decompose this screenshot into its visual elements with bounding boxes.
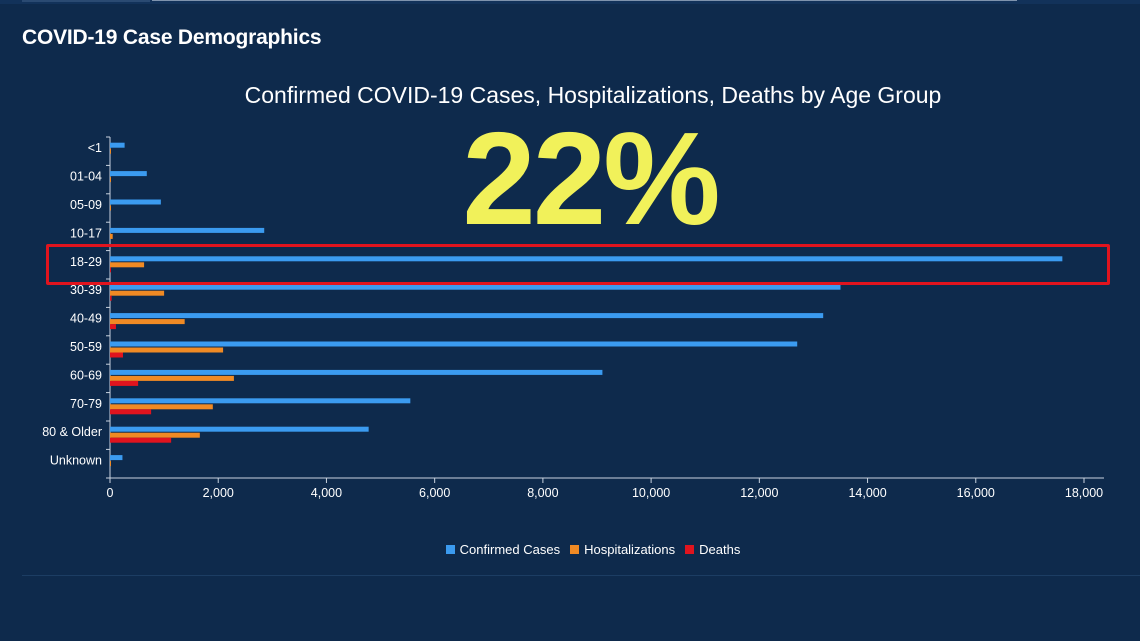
x-tick-label: 18,000 bbox=[1065, 486, 1103, 500]
bar-hospitalizations-unknown bbox=[110, 461, 111, 467]
y-tick-label: 18-29 bbox=[70, 255, 102, 269]
y-tick-label: 80 & Older bbox=[42, 425, 102, 439]
y-tick-label: 60-69 bbox=[70, 368, 102, 382]
legend-item-hospitalizations[interactable]: Hospitalizations bbox=[570, 542, 675, 557]
y-tick-label: 01-04 bbox=[70, 170, 102, 184]
bar-deaths-60-69 bbox=[110, 380, 139, 386]
legend-swatch-confirmed bbox=[445, 545, 455, 554]
chart-legend: Confirmed Cases Hospitalizations Deaths bbox=[0, 542, 1140, 557]
bar-hospitalizations-60-69 bbox=[110, 375, 234, 381]
highlight-percentage: 22% bbox=[462, 105, 720, 252]
bar-confirmed-cases-05-09 bbox=[110, 199, 161, 205]
x-tick-label: 10,000 bbox=[632, 486, 670, 500]
x-tick-label: 0 bbox=[107, 486, 114, 500]
bar-hospitalizations-30-39 bbox=[110, 290, 165, 296]
bar-confirmed-cases-01-04 bbox=[110, 171, 147, 177]
top-tab-indicator bbox=[22, 0, 150, 2]
bar-confirmed-cases-80-older bbox=[110, 426, 369, 432]
legend-swatch-deaths bbox=[685, 545, 695, 554]
x-tick-label: 16,000 bbox=[957, 486, 995, 500]
bar-deaths-80-older bbox=[110, 437, 172, 443]
y-tick-label: Unknown bbox=[50, 454, 102, 468]
bar-confirmed-cases-40-49 bbox=[110, 313, 824, 319]
bar-confirmed-cases--1 bbox=[110, 142, 125, 148]
bar-hospitalizations-70-79 bbox=[110, 404, 213, 410]
bar-hospitalizations-80-older bbox=[110, 432, 200, 438]
bar-hospitalizations-18-29 bbox=[110, 262, 145, 268]
chart-title: Confirmed COVID-19 Cases, Hospitalizatio… bbox=[244, 82, 942, 108]
y-tick-label: 30-39 bbox=[70, 283, 102, 297]
bar-confirmed-cases-unknown bbox=[110, 455, 123, 461]
x-tick-label: 4,000 bbox=[311, 486, 342, 500]
bar-hospitalizations-01-04 bbox=[110, 177, 111, 183]
legend-label-deaths: Deaths bbox=[699, 542, 741, 557]
bar-hospitalizations-50-59 bbox=[110, 347, 224, 353]
top-divider bbox=[152, 0, 1017, 1]
y-tick-label: 10-17 bbox=[70, 226, 102, 240]
bar-hospitalizations-40-49 bbox=[110, 319, 185, 325]
bar-hospitalizations-05-09 bbox=[110, 205, 111, 211]
bar-deaths-70-79 bbox=[110, 409, 152, 415]
x-tick-label: 12,000 bbox=[740, 486, 778, 500]
legend-swatch-hospitalizations bbox=[570, 545, 580, 554]
x-tick-label: 8,000 bbox=[527, 486, 558, 500]
legend-item-deaths[interactable]: Deaths bbox=[685, 542, 740, 557]
bar-hospitalizations--1 bbox=[110, 148, 111, 154]
bar-hospitalizations-10-17 bbox=[110, 233, 113, 239]
highlight-box-18-29 bbox=[46, 244, 1110, 285]
y-tick-label: 50-59 bbox=[70, 340, 102, 354]
bar-confirmed-cases-70-79 bbox=[110, 398, 411, 404]
x-tick-label: 14,000 bbox=[848, 486, 886, 500]
legend-label-confirmed: Confirmed Cases bbox=[459, 542, 561, 557]
y-tick-label: 05-09 bbox=[70, 198, 102, 212]
bar-confirmed-cases-10-17 bbox=[110, 227, 265, 233]
x-tick-label: 6,000 bbox=[419, 486, 450, 500]
bar-confirmed-cases-30-39 bbox=[110, 284, 841, 290]
legend-label-hospitalizations: Hospitalizations bbox=[584, 542, 676, 557]
bar-deaths-40-49 bbox=[110, 324, 116, 330]
bar-confirmed-cases-18-29 bbox=[110, 256, 1063, 262]
legend-item-confirmed[interactable]: Confirmed Cases bbox=[445, 542, 561, 557]
bar-deaths-50-59 bbox=[110, 352, 123, 358]
bar-confirmed-cases-60-69 bbox=[110, 369, 603, 375]
bottom-divider bbox=[22, 575, 1140, 576]
bar-confirmed-cases-50-59 bbox=[110, 341, 798, 347]
top-strip bbox=[0, 0, 1140, 4]
y-tick-label: 70-79 bbox=[70, 397, 102, 411]
y-tick-label: 40-49 bbox=[70, 312, 102, 326]
bar-deaths-18-29 bbox=[110, 267, 111, 273]
y-tick-label: <1 bbox=[88, 141, 102, 155]
x-tick-label: 2,000 bbox=[203, 486, 234, 500]
page-title: COVID-19 Case Demographics bbox=[22, 26, 322, 49]
bar-deaths-30-39 bbox=[110, 295, 112, 301]
